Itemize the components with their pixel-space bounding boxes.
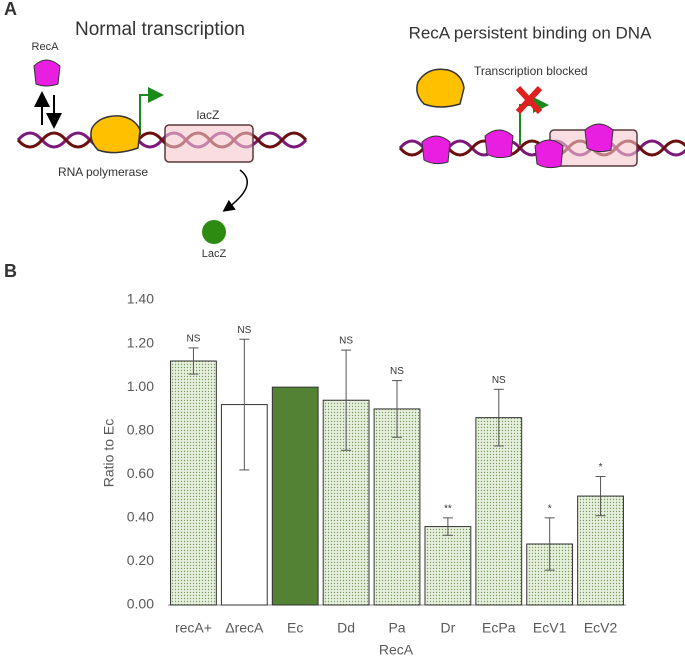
x-tick-label: EcV1 [533,620,567,636]
y-tick-label: 0.20 [127,552,154,568]
significance-label: NS [339,336,353,347]
x-tick-label: EcPa [482,620,516,636]
bar [271,386,319,606]
reca-shape [33,59,61,87]
panel-label: B [4,261,17,281]
bar [475,417,523,606]
lacz-protein [202,220,226,244]
product-arrow [222,169,249,212]
significance-label: NS [186,334,200,345]
dna-left [16,131,308,149]
block-x [515,85,543,115]
x-tick-label: recA+ [175,620,212,636]
y-tick-label: 0.40 [127,509,154,525]
blocked-label: Transcription blocked [474,64,588,78]
reca-bound [421,123,614,169]
x-tick-label: Dd [337,620,355,636]
y-tick-label: 1.20 [127,334,154,350]
polymerase [90,115,141,154]
bar [373,408,421,606]
significance-label: ** [444,503,452,514]
x-tick-label: Pa [388,620,405,636]
x-axis-title: RecA [379,642,414,658]
significance-label: * [548,503,552,514]
reca-label: RecA [32,41,60,53]
polymerase-label: RNA polymerase [58,165,148,179]
x-tick-label: Dr [440,620,455,636]
bar [424,526,472,606]
significance-label: NS [237,325,251,336]
y-tick-label: 0.80 [127,421,154,437]
polymerase-free [416,68,465,108]
y-tick-label: 1.40 [127,291,154,307]
left-title: Normal transcription [75,19,245,40]
significance-label: NS [390,366,404,377]
promoter-arrow-right [519,97,549,145]
lacz-box [164,124,254,163]
x-tick-label: Ec [287,620,303,636]
y-tick-label: 0.00 [127,596,154,612]
y-tick-label: 0.60 [127,465,154,481]
bar [170,360,217,606]
y-axis-title: Ratio to Ec [101,419,117,487]
panel-label: A [4,0,17,19]
promoter-arrow [139,87,164,135]
right-title: RecA persistent binding on DNA [409,23,653,42]
y-tick-label: 1.00 [127,378,154,394]
lacz-protein-label: LacZ [202,248,227,260]
x-tick-label: ΔrecA [225,620,264,636]
significance-label: NS [492,375,506,386]
lacz-gene: lacZ [197,108,220,122]
significance-label: * [599,462,603,473]
x-tick-label: EcV2 [584,620,618,636]
